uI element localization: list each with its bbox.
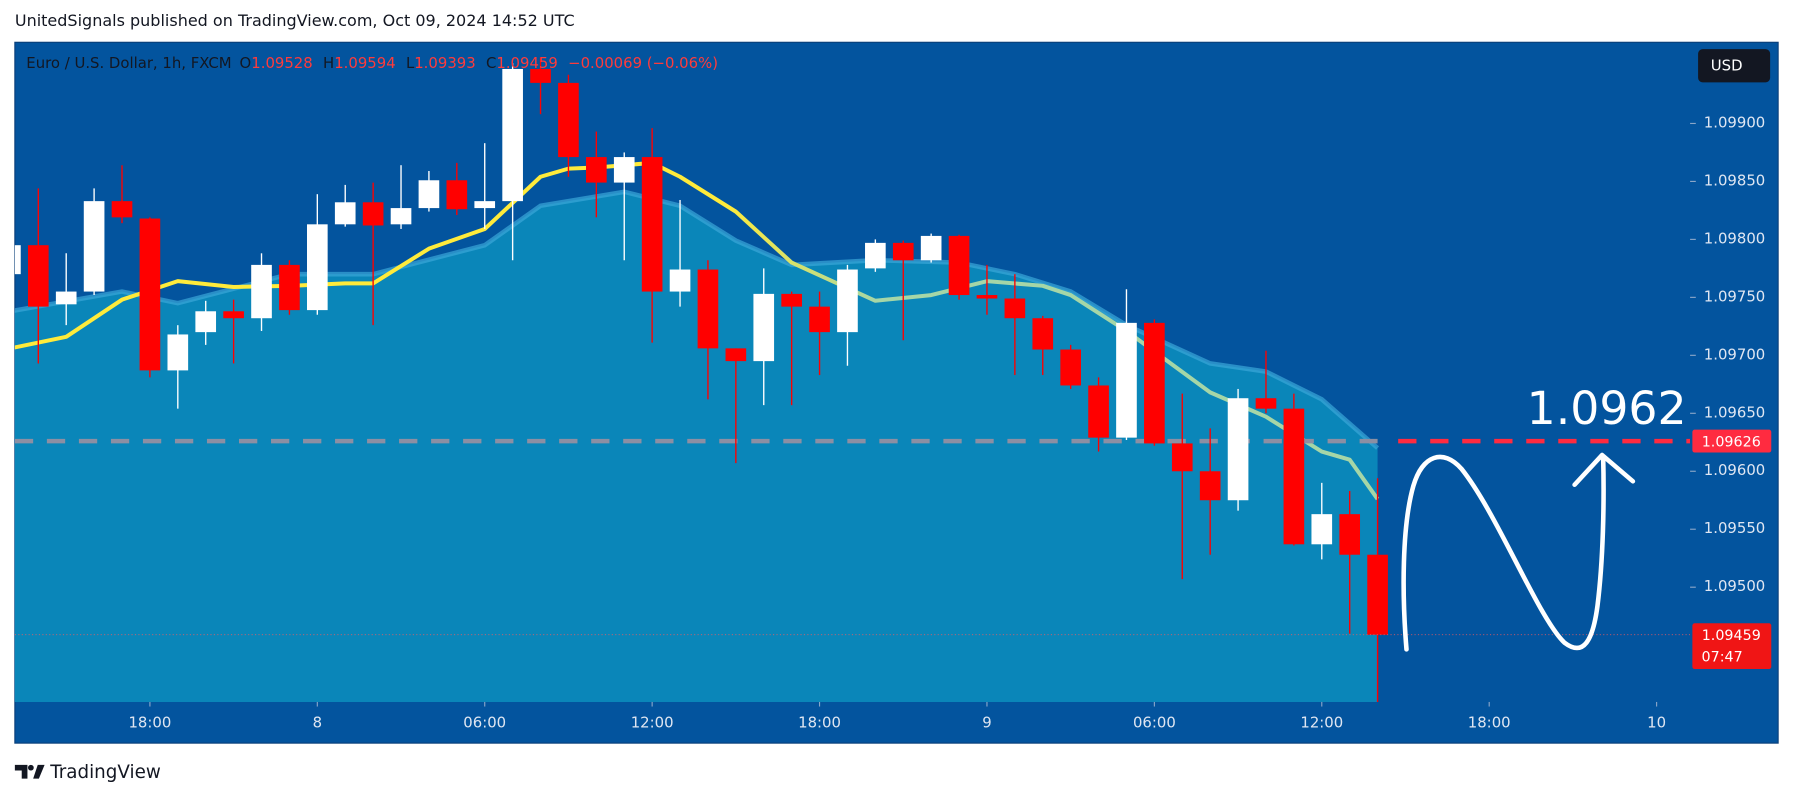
legend-ohlc-letter: O [240, 54, 252, 72]
legend-ohlc-letter: H [323, 54, 334, 72]
x-tick-label: 12:00 [1300, 714, 1343, 732]
candle-body [586, 157, 607, 183]
legend: Euro / U.S. Dollar, 1h, FXCM O1.09528 H1.0… [26, 54, 718, 72]
current-price-box [1692, 623, 1772, 670]
candle-body [27, 245, 49, 307]
candle-body [837, 269, 858, 333]
x-tick-label: 18:00 [1468, 714, 1511, 732]
logo-mark [14, 764, 45, 779]
x-tick-label: 10 [1647, 714, 1666, 732]
header: UnitedSignals published on TradingView.c… [15, 11, 575, 30]
candle-body [390, 208, 412, 225]
candle-body [809, 306, 830, 333]
candle-body [474, 201, 496, 209]
y-tick-label: 1.09850 [1704, 171, 1765, 189]
candle-body [1144, 322, 1165, 444]
candle-body [223, 311, 244, 319]
candle-body [1283, 408, 1305, 545]
candle-body [641, 157, 663, 292]
legend-ohlc-value: 1.09594 [334, 54, 395, 72]
y-tick-label: 1.09800 [1704, 229, 1765, 247]
candle-body [1116, 322, 1137, 438]
candle-body [1088, 385, 1109, 438]
arrow-head [1572, 452, 1636, 488]
candle-body [558, 82, 579, 158]
y-tick-label: 1.09700 [1704, 345, 1765, 363]
candle-body [306, 224, 328, 311]
candle-body [1367, 554, 1388, 635]
candle-body [502, 68, 523, 202]
x-tick-label: 06:00 [463, 714, 506, 732]
y-tick-label: 1.09650 [1704, 403, 1765, 421]
x-tick-label: 8 [313, 714, 322, 732]
candle-body [139, 218, 161, 371]
candle-body [418, 180, 440, 209]
countdown: 07:47 [1702, 650, 1743, 666]
candle-body [14, 245, 21, 275]
candle-body [251, 264, 272, 319]
x-tick-label: 12:00 [631, 714, 674, 732]
ma-area-edge [14, 189, 1380, 450]
candle-body [669, 269, 691, 292]
price-line-label-box [1692, 429, 1772, 453]
candle-body [697, 269, 719, 349]
candle-body [948, 235, 970, 296]
logo-text: TradingView [49, 762, 161, 783]
legend-change: −0.00069 (−0.06%) [568, 54, 718, 72]
candle-body [1227, 398, 1249, 501]
y-tick-label: 1.09750 [1704, 287, 1765, 305]
legend-ohlc-value: 1.09528 [251, 54, 312, 72]
candle-body [83, 201, 105, 292]
y-tick-label: 1.09500 [1704, 577, 1765, 595]
candle-body [1255, 398, 1277, 409]
y-tick-label: 1.09600 [1704, 461, 1765, 479]
candle-body [1060, 349, 1081, 386]
x-tick-label: 18:00 [798, 714, 841, 732]
candle-body [1311, 514, 1333, 545]
x-tick-label: 18:00 [128, 714, 171, 732]
candle-body [195, 311, 217, 333]
legend-symbol: Euro / U.S. Dollar, 1h, FXCM [26, 54, 231, 72]
candle-body [167, 334, 189, 371]
currency[interactable]: USD [1711, 56, 1743, 74]
candle-body [781, 293, 802, 307]
candle-body [725, 348, 747, 362]
candle-body [530, 68, 551, 83]
candle-body [446, 180, 468, 210]
currency-box[interactable] [1698, 49, 1771, 83]
candle-body [892, 242, 914, 261]
forecast-arrow [1401, 454, 1606, 652]
candle-body [334, 202, 356, 225]
price-line-label: 1.09626 [1702, 434, 1761, 450]
x-tick-label: 9 [982, 714, 991, 732]
candle-body [976, 295, 998, 299]
candle-body [111, 201, 133, 218]
candle-body [362, 202, 384, 226]
annotation: 1.0962 [1527, 382, 1687, 435]
candle-body [1171, 443, 1193, 472]
candle-body [1032, 318, 1054, 350]
candle-body [613, 157, 635, 183]
candle-body [1339, 514, 1361, 555]
y-tick-label: 1.09550 [1704, 519, 1765, 537]
candle-body [753, 293, 775, 362]
candle-body [865, 242, 886, 269]
y-tick-label: 1.09900 [1704, 113, 1765, 131]
current-price-label: 1.09459 [1702, 628, 1761, 644]
candle-body [1004, 298, 1026, 319]
legend-ohlc-value: 1.09393 [414, 54, 475, 72]
candle-body [920, 235, 942, 261]
candle-body [1199, 471, 1221, 501]
candle-body [279, 264, 300, 311]
legend-ohlc-letter: C [486, 54, 496, 72]
plot-area [14, 57, 1691, 702]
x-tick-label: 06:00 [1133, 714, 1176, 732]
legend-ohlc-letter: L [406, 54, 415, 72]
candle-body [55, 291, 77, 305]
legend-ohlc-value: 1.09459 [496, 54, 557, 72]
